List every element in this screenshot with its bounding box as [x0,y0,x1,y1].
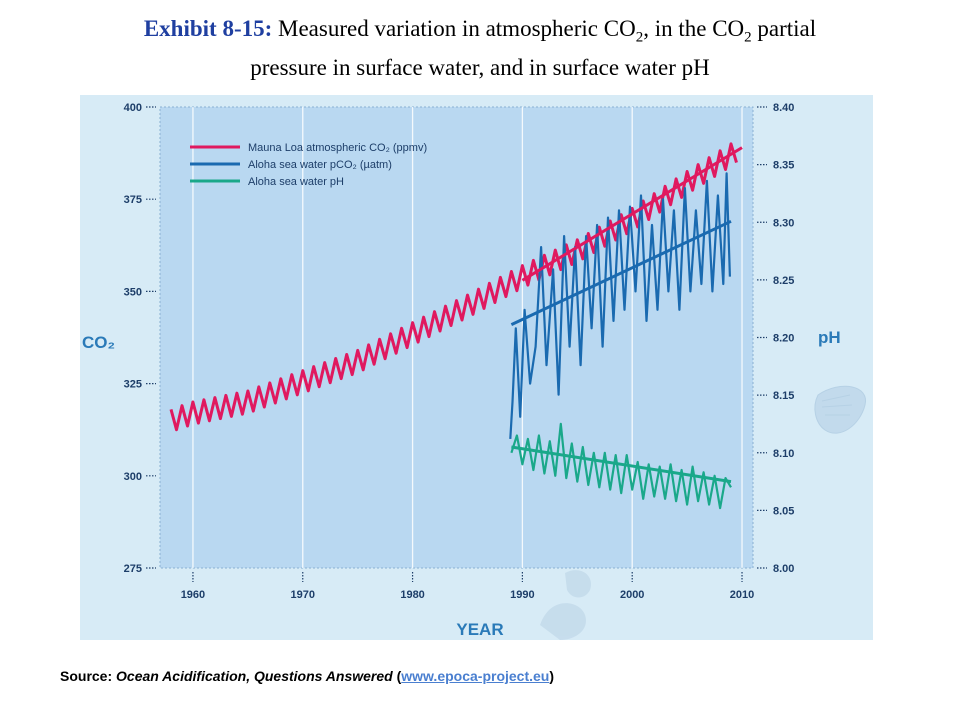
y-right-tick-label: 8.40 [773,102,794,114]
y-right-tick-label: 8.30 [773,217,794,229]
legend-label-1: Aloha sea water pCO₂ (µatm) [248,159,392,171]
title-sub-b: 2 [744,29,752,46]
x-axis-title: YEAR [456,620,503,639]
source-prefix: Source: [60,668,113,684]
x-tick-label: 1970 [291,589,315,601]
y-left-tick-label: 300 [124,471,142,483]
aloha-pco2-line [509,172,731,439]
y-left-axis-title: CO₂ [82,333,115,352]
y-right-axis-title: pH [818,328,841,347]
title-sub-a: 2 [635,29,644,46]
x-tick-label: 1990 [510,589,534,601]
exhibit-label: Exhibit 8-15: [143,16,273,41]
source-work: Ocean Acidification, Questions Answered [116,668,393,684]
x-tick-label: 2010 [730,589,754,601]
mauna-loa-trend-line [521,146,743,282]
y-right-tick-label: 8.35 [773,160,794,172]
y-right-tick-label: 8.10 [773,448,794,460]
chart-panel: 275 300 325 350 375 400 8.00 8.05 8.10 8.15 8.20 8.… [80,95,873,640]
y-right-tick-label: 8.20 [773,333,794,345]
source-open-paren: ( [396,668,402,684]
y-left-tick-label: 400 [124,102,142,114]
pteropod-decoration [540,570,591,640]
shell-decoration [814,385,866,434]
y-left-tick-label: 375 [124,194,142,206]
legend: Mauna Loa atmospheric CO₂ (ppmv) Aloha se… [190,142,427,188]
legend-label-0: Mauna Loa atmospheric CO₂ (ppmv) [248,142,427,154]
co2-ph-chart: 275 300 325 350 375 400 8.00 8.05 8.10 8.15 8.20 8.… [82,102,866,640]
title-text-a: Measured variation in atmospheric CO [278,16,636,41]
source-close-paren: ) [549,668,555,684]
y-right-tick-label: 8.05 [773,505,794,517]
slide-title: Exhibit 8-15: Measured variation in atmo… [40,14,920,83]
decade-grid [192,107,743,568]
y-left-tick-label: 350 [124,286,142,298]
source-citation: Source: Ocean Acidification, Questions A… [60,668,554,684]
aloha-ph-trend-line [511,445,732,484]
legend-label-2: Aloha sea water pH [248,176,344,188]
source-link[interactable]: www.epoca-project.eu [401,668,550,684]
axis-layer: 275 300 325 350 375 400 8.00 8.05 8.10 8.15 8.20 8.… [82,102,841,639]
x-tick-label: 1960 [181,589,205,601]
title-text-b: , in the CO [643,16,745,41]
y-right-tick-label: 8.25 [773,275,794,287]
series-layer [169,142,743,510]
title-line-1: Exhibit 8-15: Measured variation in atmo… [40,14,920,53]
x-tick-label: 2000 [620,589,644,601]
aloha-pco2-trend-line [510,219,732,326]
x-tick-label: 1980 [400,589,424,601]
y-right-tick-label: 8.00 [773,563,794,575]
title-text-c: partial [751,16,817,41]
y-right-tick-label: 8.15 [773,390,794,402]
y-left-tick-label: 325 [124,379,142,391]
y-left-tick-label: 275 [124,563,142,575]
title-line-2: pressure in surface water, and in surfac… [250,54,710,80]
